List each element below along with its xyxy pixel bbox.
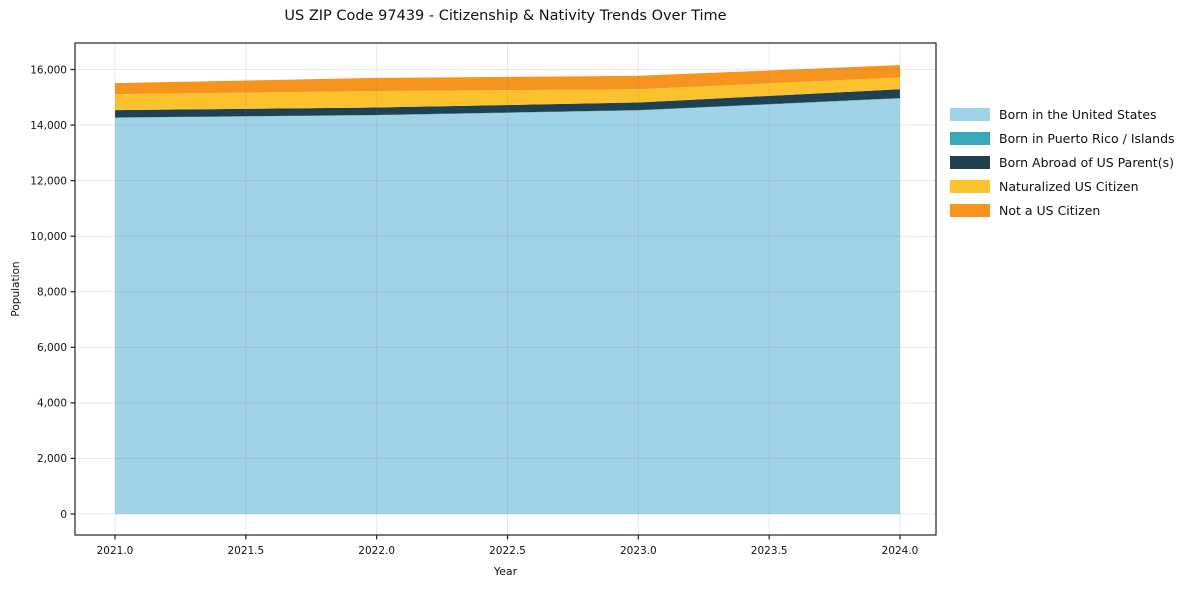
legend-item-born-us: Born in the United States (950, 102, 1175, 126)
x-axis-label: Year (493, 565, 518, 578)
area-born-us (115, 98, 900, 514)
legend-swatch-born-pr-islands (950, 131, 990, 145)
legend-label: Naturalized US Citizen (999, 178, 1139, 194)
x-tick-label: 2023.0 (620, 545, 657, 557)
x-tick-label: 2022.0 (358, 545, 395, 557)
legend-label: Born in Puerto Rico / Islands (999, 130, 1175, 146)
x-tick-label: 2021.0 (97, 545, 134, 557)
y-tick-label: 16,000 (30, 64, 67, 76)
x-tick-label: 2024.0 (882, 545, 919, 557)
legend-swatch-born-abroad (950, 155, 990, 169)
legend-item-not-citizen: Not a US Citizen (950, 198, 1175, 222)
y-tick-label: 14,000 (30, 120, 67, 132)
y-axis-label: Population (10, 261, 22, 317)
legend-swatch-born-us (950, 107, 990, 121)
legend-label: Born Abroad of US Parent(s) (999, 154, 1174, 170)
chart-title: US ZIP Code 97439 - Citizenship & Nativi… (284, 8, 727, 24)
y-tick-label: 10,000 (30, 231, 67, 243)
area-not-citizen (115, 65, 900, 95)
area-naturalized (115, 77, 900, 111)
y-tick-label: 6,000 (37, 342, 67, 354)
x-tick-label: 2021.5 (227, 545, 264, 557)
legend: Born in the United States Born in Puerto … (950, 102, 1175, 222)
x-tick-label: 2022.5 (489, 545, 526, 557)
y-tick-label: 8,000 (37, 287, 67, 299)
legend-swatch-not-citizen (950, 203, 990, 217)
legend-label: Born in the United States (999, 106, 1157, 122)
y-tick-label: 0 (60, 509, 67, 521)
legend-item-naturalized: Naturalized US Citizen (950, 174, 1175, 198)
plot-frame (74, 42, 937, 536)
y-tick-label: 12,000 (30, 175, 67, 187)
legend-item-born-abroad: Born Abroad of US Parent(s) (950, 150, 1175, 174)
area-born-abroad (115, 89, 900, 118)
y-tick-label: 2,000 (37, 453, 67, 465)
legend-item-born-pr-islands: Born in Puerto Rico / Islands (950, 126, 1175, 150)
x-tick-label: 2023.5 (751, 545, 788, 557)
legend-label: Not a US Citizen (999, 202, 1101, 218)
legend-swatch-naturalized (950, 179, 990, 193)
y-tick-label: 4,000 (37, 398, 67, 410)
